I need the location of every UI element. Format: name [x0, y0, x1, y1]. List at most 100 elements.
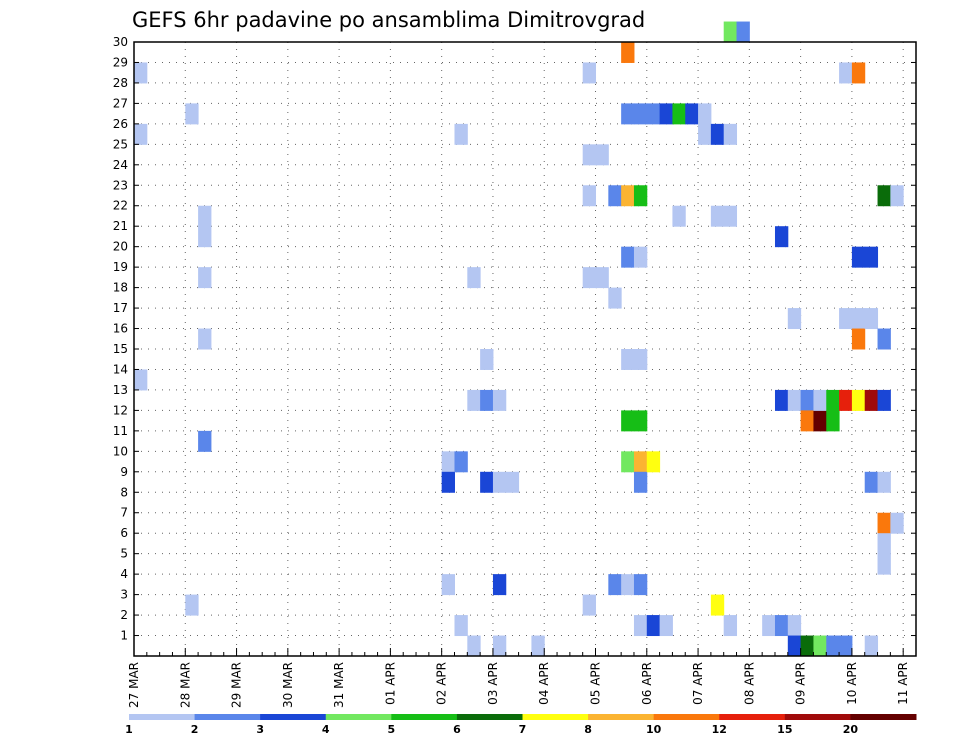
- y-tick-label: 13: [113, 383, 128, 397]
- precip-cell: [851, 308, 866, 330]
- y-tick-label: 1: [120, 629, 128, 643]
- precip-cell: [774, 615, 789, 637]
- y-tick-label: 17: [113, 301, 128, 315]
- precip-cell: [646, 615, 661, 637]
- precip-cell: [621, 185, 635, 207]
- x-tick-label: 10 APR: [845, 662, 859, 705]
- precip-cell: [608, 185, 622, 207]
- y-tick-label: 15: [113, 342, 128, 356]
- precip-cell: [492, 574, 507, 596]
- precip-cell: [787, 615, 802, 637]
- y-tick-label: 3: [120, 588, 128, 602]
- colorbar-label: 2: [191, 723, 199, 736]
- x-tick-label: 02 APR: [435, 662, 449, 705]
- x-tick-label: 30 MAR: [281, 662, 295, 708]
- x-tick-label: 29 MAR: [230, 662, 244, 708]
- precip-cell: [531, 635, 545, 657]
- colorbar-label: 20: [843, 723, 859, 736]
- colorbar-label: 4: [322, 723, 330, 736]
- y-axis-ticks: 1234567891011121314151617181920212223242…: [113, 35, 916, 643]
- precip-cell: [621, 451, 635, 473]
- precip-cell: [198, 205, 212, 227]
- precip-cell: [134, 369, 148, 391]
- precip-cell: [826, 410, 840, 432]
- x-tick-label: 06 APR: [640, 662, 654, 705]
- precip-cell: [633, 349, 648, 370]
- precip-cell: [813, 410, 827, 432]
- precip-cell: [582, 594, 597, 616]
- colorbar-label: 8: [584, 723, 592, 736]
- precip-cell: [698, 103, 712, 125]
- x-tick-label: 28 MAR: [178, 662, 192, 708]
- precip-cell: [685, 103, 699, 125]
- precip-cell: [864, 308, 879, 330]
- y-tick-label: 20: [113, 240, 128, 254]
- precip-cell: [877, 533, 891, 555]
- y-tick-label: 22: [113, 199, 128, 213]
- precip-cell: [787, 389, 802, 411]
- y-tick-label: 7: [120, 506, 128, 520]
- precip-cell: [787, 308, 802, 330]
- x-tick-label: 08 APR: [742, 662, 756, 705]
- y-tick-label: 4: [120, 567, 128, 581]
- precip-cell: [492, 635, 507, 657]
- colorbar-label: 12: [712, 723, 727, 736]
- precip-cell: [633, 574, 648, 596]
- precip-cell: [633, 471, 648, 493]
- precip-cell: [633, 246, 648, 268]
- precip-cell: [864, 635, 879, 657]
- precip-cell: [787, 635, 802, 657]
- precip-cell: [877, 471, 891, 493]
- y-tick-label: 26: [113, 117, 128, 131]
- precip-cell: [672, 205, 686, 227]
- precip-cell: [198, 226, 212, 248]
- colorbar-swatch: [850, 714, 917, 720]
- y-tick-label: 16: [113, 322, 128, 336]
- precip-cell: [492, 471, 507, 493]
- y-tick-label: 10: [113, 444, 128, 458]
- precip-cell: [185, 103, 199, 125]
- precip-cell: [582, 62, 597, 84]
- precip-cell: [826, 389, 840, 411]
- colorbar-label: 3: [256, 723, 264, 736]
- y-tick-label: 14: [113, 362, 128, 376]
- colorbar-swatch: [522, 714, 589, 720]
- precip-cell: [480, 389, 494, 411]
- colorbar-swatch: [456, 714, 523, 720]
- precip-cell: [839, 308, 853, 330]
- precip-cell: [582, 267, 597, 289]
- colorbar-label: 7: [519, 723, 527, 736]
- grid-lines: [134, 41, 916, 656]
- precip-cell: [851, 389, 866, 411]
- y-tick-label: 19: [113, 260, 128, 274]
- precip-cell: [762, 615, 776, 637]
- precip-cell: [198, 328, 212, 350]
- x-tick-label: 27 MAR: [127, 662, 141, 708]
- precip-cell: [492, 389, 507, 411]
- colorbar-swatch: [260, 714, 327, 720]
- y-tick-label: 12: [113, 403, 128, 417]
- x-tick-label: 01 APR: [383, 662, 397, 705]
- precipitation-cells: [134, 21, 904, 657]
- precip-cell: [134, 62, 148, 84]
- precip-cell: [621, 246, 635, 268]
- colorbar-label: 5: [388, 723, 396, 736]
- precip-cell: [633, 410, 648, 432]
- precip-cell: [710, 594, 725, 616]
- precip-cell: [864, 389, 879, 411]
- precip-cell: [621, 410, 635, 432]
- x-tick-label: 07 APR: [691, 662, 705, 705]
- precip-cell: [480, 349, 494, 370]
- precip-cell: [723, 615, 738, 637]
- precip-cell: [877, 512, 891, 534]
- precip-cell: [621, 349, 635, 370]
- precip-cell: [800, 635, 814, 657]
- y-tick-label: 27: [113, 96, 128, 110]
- precip-cell: [185, 594, 199, 616]
- precip-cell: [134, 123, 148, 145]
- precip-cell: [454, 615, 468, 637]
- y-tick-label: 28: [113, 76, 128, 90]
- x-tick-label: 09 APR: [794, 662, 808, 705]
- y-tick-label: 18: [113, 281, 128, 295]
